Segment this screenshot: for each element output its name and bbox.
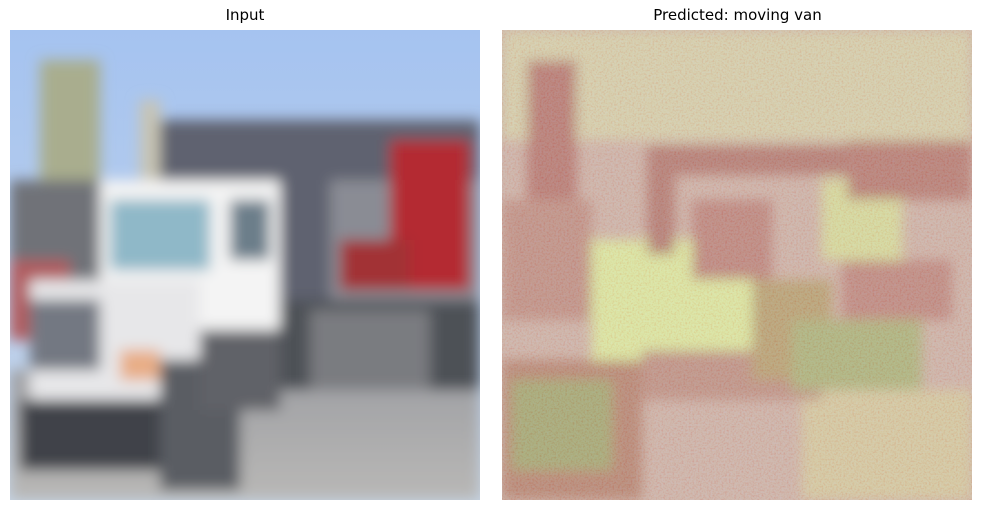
blurry-truck-photo	[10, 30, 480, 500]
input-image	[10, 30, 480, 500]
input-panel-title: Input	[225, 6, 265, 24]
saliency-heatmap	[502, 30, 972, 500]
prediction-panel-title: Predicted: moving van	[653, 6, 822, 24]
prediction-panel: Predicted: moving van	[502, 0, 973, 510]
input-panel: Input	[10, 0, 480, 510]
heatmap-overlay	[502, 30, 972, 500]
